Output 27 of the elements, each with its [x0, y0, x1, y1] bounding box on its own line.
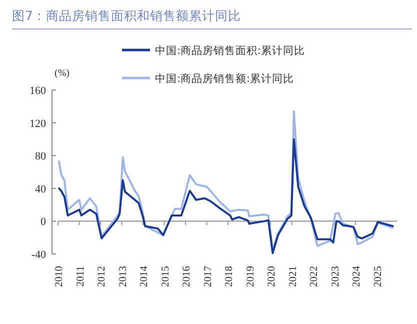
line-series	[58, 138, 394, 254]
x-tick-label: 2019	[245, 266, 256, 287]
x-tick-label: 2018	[224, 266, 236, 287]
x-tick-label: 2016	[182, 266, 193, 287]
y-tick-label: 0	[40, 216, 46, 228]
x-tick-label: 2020	[266, 266, 278, 287]
x-tick-label: 2013	[118, 266, 129, 287]
x-tick-label: 2012	[96, 266, 108, 287]
y-tick-label: -40	[31, 249, 46, 261]
legend-label: 中国:商品房销售额:累计同比	[155, 72, 294, 85]
x-tick-label: 2023	[330, 266, 342, 287]
y-axis-title: (%)	[54, 68, 70, 79]
x-tick-label: 2011	[75, 266, 86, 287]
y-tick-label: 80	[35, 150, 46, 163]
x-tick-label: 2010	[54, 266, 65, 287]
x-tick-label: 2021	[288, 266, 299, 287]
x-tick-label: 2022	[309, 266, 320, 287]
y-tick-label: 160	[30, 85, 46, 97]
x-tick-label: 2017	[202, 266, 214, 287]
y-tick-label: 120	[30, 118, 46, 130]
x-tick-label: 2014	[139, 265, 150, 287]
y-tick-label: 40	[35, 183, 46, 196]
x-tick-label: 2025	[372, 266, 384, 287]
chart-title: 图7：商品房销售面积和销售额累计同比	[12, 8, 241, 23]
x-tick-label: 2024	[352, 265, 363, 287]
legend-label: 中国:商品房销售面积:累计同比	[155, 44, 306, 57]
x-tick-label: 2015	[160, 266, 172, 287]
